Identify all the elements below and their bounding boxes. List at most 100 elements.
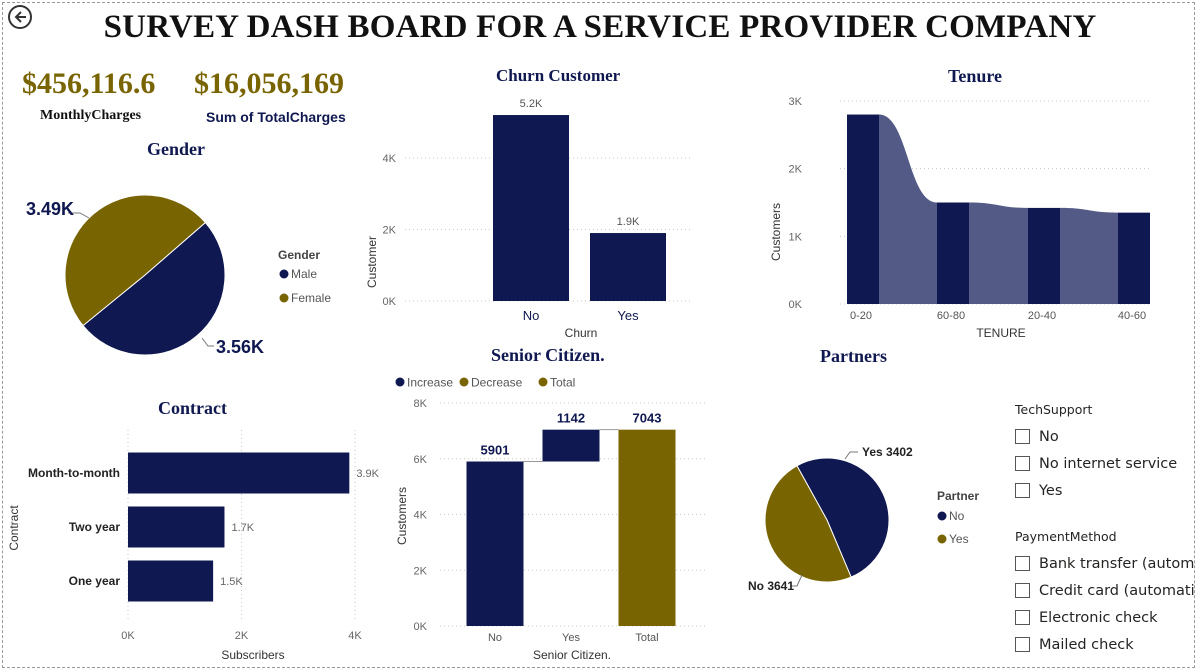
tenure-y-axis-title: Customers bbox=[769, 203, 783, 261]
gender-legend-male[interactable]: Male bbox=[291, 267, 317, 281]
tenure-x-axis-title: TENURE bbox=[976, 326, 1025, 340]
techsupport-option-no-internet-service[interactable]: No internet service bbox=[1015, 450, 1193, 477]
churn-data-label: 5.2K bbox=[520, 98, 543, 110]
checkbox[interactable] bbox=[1015, 429, 1030, 444]
checkbox[interactable] bbox=[1015, 583, 1030, 598]
senior-legend-marker bbox=[459, 377, 469, 387]
senior-x-axis-title: Senior Citizen. bbox=[533, 648, 611, 662]
contract-bar-two-year bbox=[128, 506, 225, 548]
contract-y-tick: Month-to-month bbox=[28, 466, 120, 480]
tenure-y-tick: 0K bbox=[789, 299, 803, 311]
slicer-option-label: Bank transfer (autom... bbox=[1039, 555, 1195, 572]
dashboard-title: SURVEY DASH BOARD FOR A SERVICE PROVIDER… bbox=[103, 9, 1097, 45]
checkbox[interactable] bbox=[1015, 456, 1030, 471]
tenure-bar-60-80 bbox=[937, 202, 969, 304]
churn-y-axis-title: Customer bbox=[365, 236, 379, 288]
tenure-x-tick: 20-40 bbox=[1028, 310, 1056, 322]
senior-y-axis-title: Customers bbox=[395, 487, 409, 545]
churn-bar-chart: 0K 2K 4K 5.2K No 1.9K Yes Customer Churn bbox=[365, 98, 690, 340]
churn-bar-no bbox=[493, 115, 569, 301]
contract-x-axis-title: Subscribers bbox=[221, 648, 284, 662]
senior-legend-total: Total bbox=[550, 376, 575, 390]
partners-legend-no-marker bbox=[937, 511, 947, 521]
senior-y-tick: 2K bbox=[414, 565, 428, 577]
gender-slice-male bbox=[82, 221, 226, 356]
contract-x-tick: 2K bbox=[235, 630, 249, 642]
tenure-y-tick: 3K bbox=[789, 96, 803, 108]
techsupport-slicer-title: TechSupport bbox=[1015, 402, 1093, 417]
senior-x-tick: No bbox=[488, 632, 502, 644]
payment-option-electronic-check[interactable]: Electronic check bbox=[1015, 604, 1195, 631]
gender-pie-chart: 3.49K 3.56K Gender Male Female bbox=[26, 194, 331, 357]
contract-bar-chart: 0K 2K 4K 3.9K Month-to-month 1.7K Two year 1.5… bbox=[7, 430, 380, 662]
partners-yes-data-label: Yes 3402 bbox=[862, 445, 913, 459]
gender-male-leader bbox=[201, 337, 214, 347]
partners-legend-no[interactable]: No bbox=[949, 509, 965, 523]
paymentmethod-slicer: PaymentMethod Bank transfer (autom... Cr… bbox=[1015, 529, 1195, 658]
gender-chart-title: Gender bbox=[147, 139, 205, 159]
tenure-chart-title: Tenure bbox=[948, 66, 1003, 86]
tenure-y-tick: 2K bbox=[789, 164, 803, 176]
churn-chart-title: Churn Customer bbox=[496, 66, 621, 85]
payment-option-bank-transfer[interactable]: Bank transfer (autom... bbox=[1015, 550, 1195, 577]
senior-bar-total bbox=[618, 429, 676, 626]
contract-x-tick: 0K bbox=[121, 630, 135, 642]
partners-no-leader bbox=[790, 574, 803, 587]
churn-x-tick: No bbox=[523, 308, 540, 323]
senior-data-label: 1142 bbox=[557, 411, 585, 426]
slicer-option-label: Yes bbox=[1039, 482, 1063, 499]
contract-y-axis-title: Contract bbox=[7, 505, 21, 551]
gender-legend-female-marker bbox=[279, 293, 289, 303]
senior-y-tick: 8K bbox=[414, 398, 428, 410]
senior-y-tick: 4K bbox=[414, 510, 428, 522]
churn-x-axis-title: Churn bbox=[565, 326, 598, 340]
senior-y-tick: 0K bbox=[414, 621, 428, 633]
tenure-ribbon-chart: 0K 1K 2K 3K 0-20 60-80 20-40 40-60 Customers T… bbox=[769, 96, 1152, 340]
checkbox[interactable] bbox=[1015, 610, 1030, 625]
partners-chart-title: Partners bbox=[820, 346, 887, 366]
contract-y-tick: One year bbox=[69, 574, 121, 588]
checkbox[interactable] bbox=[1015, 637, 1030, 652]
gender-legend-title: Gender bbox=[278, 248, 320, 262]
techsupport-option-no[interactable]: No bbox=[1015, 423, 1193, 450]
senior-waterfall-chart: Increase Decrease Total 0K 2K 4K 6K 8K 5901 No 1… bbox=[395, 376, 705, 662]
gender-slice-female bbox=[64, 194, 207, 327]
senior-y-tick: 6K bbox=[414, 454, 428, 466]
churn-y-tick: 4K bbox=[383, 153, 397, 165]
monthly-charges-value: $456,116.6 bbox=[22, 67, 156, 100]
churn-data-label: 1.9K bbox=[617, 216, 640, 228]
total-charges-value: $16,056,169 bbox=[194, 67, 344, 100]
techsupport-option-yes[interactable]: Yes bbox=[1015, 477, 1193, 504]
paymentmethod-slicer-title: PaymentMethod bbox=[1015, 529, 1117, 544]
partners-legend-yes-marker bbox=[937, 534, 947, 544]
tenure-ribbon-2 bbox=[1060, 207, 1118, 304]
senior-x-tick: Total bbox=[635, 632, 658, 644]
payment-option-mailed-check[interactable]: Mailed check bbox=[1015, 631, 1195, 658]
tenure-ribbon-1 bbox=[969, 202, 1028, 304]
payment-option-credit-card[interactable]: Credit card (automatic) bbox=[1015, 577, 1195, 604]
senior-legend-decrease: Decrease bbox=[471, 376, 523, 390]
tenure-bar-40-60 bbox=[1118, 212, 1150, 304]
gender-legend-female[interactable]: Female bbox=[291, 291, 331, 305]
partners-legend-yes[interactable]: Yes bbox=[949, 532, 969, 546]
checkbox[interactable] bbox=[1015, 483, 1030, 498]
tenure-ribbon-0 bbox=[879, 114, 937, 305]
senior-legend-marker bbox=[395, 377, 405, 387]
contract-y-tick: Two year bbox=[69, 520, 120, 534]
slicer-option-label: No bbox=[1039, 428, 1059, 445]
checkbox[interactable] bbox=[1015, 556, 1030, 571]
senior-bar-no bbox=[466, 461, 524, 626]
senior-data-label: 7043 bbox=[633, 411, 662, 426]
partners-slice-no bbox=[796, 457, 890, 578]
monthly-charges-label: MonthlyCharges bbox=[40, 108, 142, 123]
gender-female-leader bbox=[68, 212, 90, 219]
contract-bar-month-to-month bbox=[128, 452, 350, 494]
gender-male-data-label: 3.56K bbox=[216, 337, 264, 357]
contract-bar-one-year bbox=[128, 560, 214, 602]
back-button[interactable] bbox=[8, 5, 32, 29]
tenure-x-tick: 40-60 bbox=[1118, 310, 1146, 322]
senior-x-tick: Yes bbox=[562, 632, 580, 644]
contract-data-label: 3.9K bbox=[356, 468, 379, 480]
partners-yes-leader bbox=[844, 451, 858, 460]
